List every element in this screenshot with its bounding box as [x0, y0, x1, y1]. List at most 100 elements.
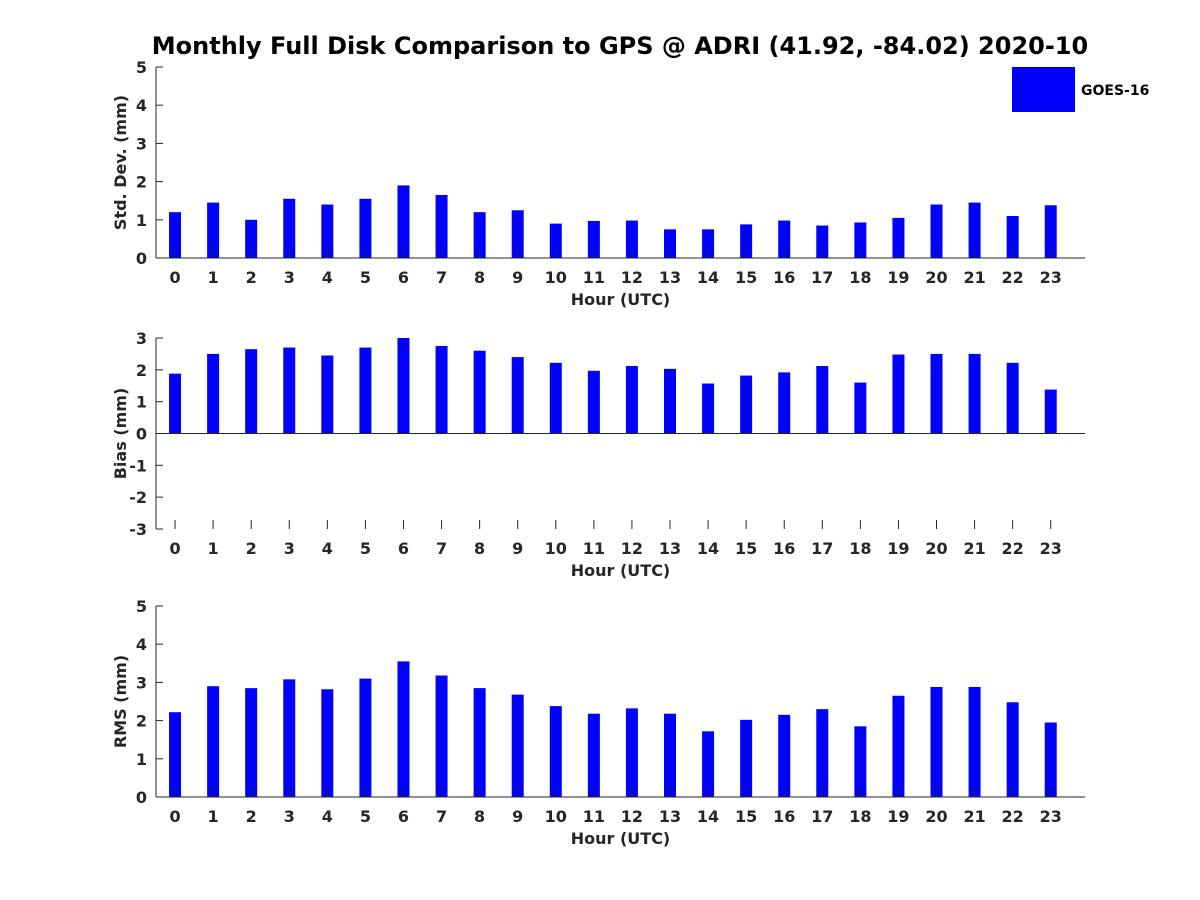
- bias-bar-6: [397, 338, 410, 434]
- bias-x-tick-label: 23: [1040, 539, 1062, 558]
- bias-x-tick-label: 10: [545, 539, 567, 558]
- std-x-tick-label: 20: [925, 268, 947, 287]
- std-bar-1: [207, 202, 220, 258]
- rms-x-tick-label: 19: [887, 807, 909, 826]
- rms-x-axis-label: Hour (UTC): [571, 829, 671, 848]
- rms-y-tick-label: 0: [136, 788, 147, 807]
- rms-x-tick-label: 11: [583, 807, 605, 826]
- rms-bar-21: [968, 686, 981, 797]
- rms-bar-5: [359, 678, 372, 797]
- std-bar-22: [1006, 215, 1019, 258]
- bias-y-tick-label: -3: [129, 520, 147, 539]
- rms-x-tick-label: 22: [1002, 807, 1024, 826]
- rms-y-tick-label: 1: [136, 750, 147, 769]
- std-x-tick-label: 4: [322, 268, 333, 287]
- bias-bar-21: [968, 353, 981, 434]
- bias-x-tick-label: 9: [512, 539, 523, 558]
- std-x-tick-label: 9: [512, 268, 523, 287]
- rms-bar-12: [625, 708, 638, 797]
- std-y-tick-label: 1: [136, 211, 147, 230]
- rms-x-tick-label: 2: [246, 807, 257, 826]
- rms-bar-7: [435, 675, 448, 797]
- bias-bar-3: [283, 347, 296, 434]
- bias-x-tick-label: 1: [208, 539, 219, 558]
- bias-x-tick-label: 5: [360, 539, 371, 558]
- bias-y-tick-label: 0: [136, 425, 147, 444]
- std-bar-21: [968, 202, 981, 258]
- legend: GOES-16: [1012, 67, 1149, 112]
- std-bar-8: [473, 212, 486, 258]
- bias-bar-23: [1044, 389, 1057, 434]
- bias-x-tick-label: 6: [398, 539, 409, 558]
- std-x-tick-label: 14: [697, 268, 719, 287]
- rms-bar-3: [283, 679, 296, 797]
- bias-x-tick-label: 21: [963, 539, 985, 558]
- bias-y-tick-label: 3: [136, 329, 147, 348]
- rms-x-tick-label: 13: [659, 807, 681, 826]
- rms-bar-9: [511, 694, 524, 797]
- rms-bar-23: [1044, 722, 1057, 797]
- std-y-tick-label: 5: [136, 58, 147, 77]
- rms-y-tick-label: 4: [136, 635, 147, 654]
- rms-x-tick-label: 3: [284, 807, 295, 826]
- rms-y-tick-label: 2: [136, 712, 147, 731]
- std-x-tick-label: 8: [474, 268, 485, 287]
- std-x-tick-label: 7: [436, 268, 447, 287]
- rms-x-tick-label: 17: [811, 807, 833, 826]
- std-x-tick-label: 5: [360, 268, 371, 287]
- rms-bar-22: [1006, 702, 1019, 797]
- rms-x-tick-label: 16: [773, 807, 795, 826]
- rms-x-tick-label: 12: [621, 807, 643, 826]
- bias-x-tick-label: 11: [583, 539, 605, 558]
- std-bar-15: [740, 224, 753, 258]
- bias-bar-20: [930, 353, 943, 434]
- rms-x-tick-label: 0: [169, 807, 180, 826]
- rms-bar-15: [740, 719, 753, 797]
- rms-x-tick-label: 21: [963, 807, 985, 826]
- std-bar-7: [435, 194, 448, 258]
- rms-x-tick-label: 15: [735, 807, 757, 826]
- bias-x-axis-label: Hour (UTC): [571, 561, 671, 580]
- rms-bar-20: [930, 686, 943, 797]
- std-bar-12: [625, 220, 638, 258]
- bias-x-tick-label: 12: [621, 539, 643, 558]
- rms-bar-19: [892, 695, 905, 797]
- bias-bar-15: [740, 375, 753, 434]
- bias-x-tick-label: 15: [735, 539, 757, 558]
- rms-x-tick-label: 18: [849, 807, 871, 826]
- bias-x-tick-label: 22: [1002, 539, 1024, 558]
- rms-y-tick-label: 5: [136, 597, 147, 616]
- std-bar-11: [587, 220, 600, 258]
- bias-x-tick-label: 16: [773, 539, 795, 558]
- std-bar-5: [359, 198, 372, 258]
- bias-bar-9: [511, 357, 524, 434]
- std-bar-20: [930, 204, 943, 258]
- std-bar-6: [397, 185, 410, 258]
- bias-x-tick-label: 17: [811, 539, 833, 558]
- std-y-tick-label: 2: [136, 173, 147, 192]
- bias-y-tick-label: 1: [136, 393, 147, 412]
- std-x-tick-label: 0: [169, 268, 180, 287]
- bias-bar-4: [321, 355, 334, 434]
- bias-x-tick-label: 18: [849, 539, 871, 558]
- std-x-tick-label: 11: [583, 268, 605, 287]
- std-x-axis-label: Hour (UTC): [571, 290, 671, 309]
- legend-label-goes16: GOES-16: [1081, 83, 1149, 99]
- bias-bar-16: [778, 372, 791, 434]
- bias-y-tick-label: -2: [129, 488, 147, 507]
- rms-x-tick-label: 23: [1040, 807, 1062, 826]
- bias-bar-10: [549, 362, 562, 434]
- rms-bar-11: [587, 713, 600, 797]
- std-x-tick-label: 12: [621, 268, 643, 287]
- bias-bar-11: [587, 370, 600, 434]
- rms-bar-2: [245, 688, 258, 797]
- rms-x-tick-label: 5: [360, 807, 371, 826]
- std-x-tick-label: 16: [773, 268, 795, 287]
- bias-bar-7: [435, 345, 448, 434]
- legend-swatch-goes16: [1012, 67, 1075, 112]
- bias-bar-17: [816, 366, 829, 434]
- std-x-tick-label: 1: [208, 268, 219, 287]
